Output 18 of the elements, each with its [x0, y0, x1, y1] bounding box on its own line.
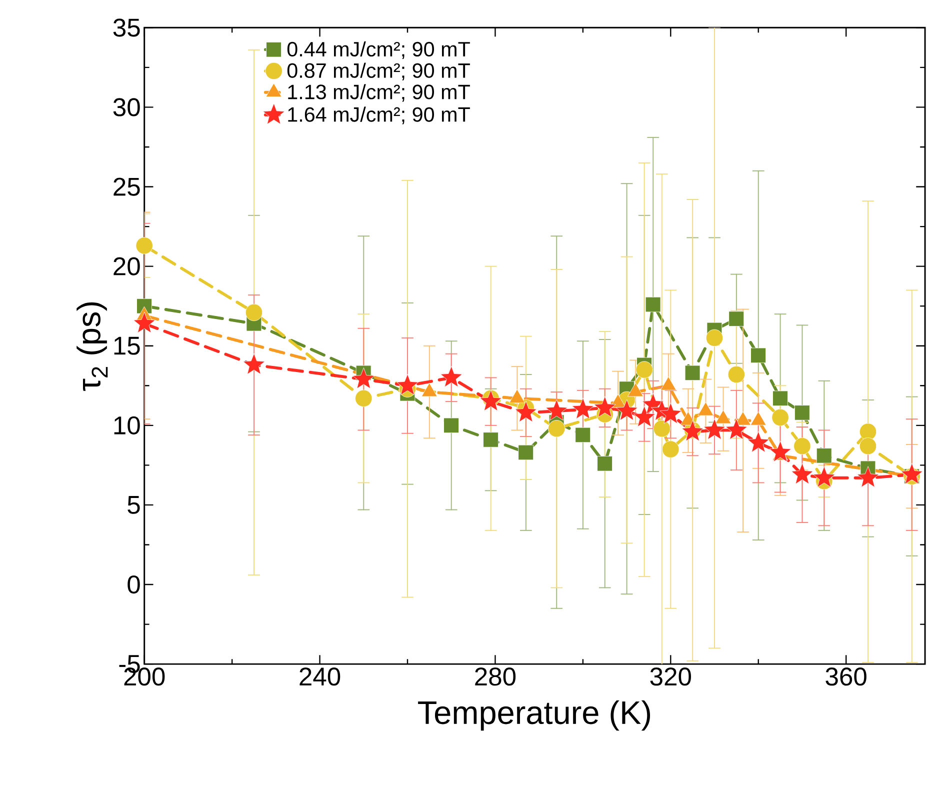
legend-label: 1.13 mJ/cm²; 90 mT [288, 84, 470, 102]
y-tick-label: 5 [128, 496, 140, 514]
legend-label: 0.87 mJ/cm²; 90 mT [287, 62, 470, 81]
y-axis-title: τ$_{2}$ (ps) [76, 302, 108, 392]
legend-label: 1.64 mJ/cm²; 90 mT [288, 106, 470, 125]
y-tick-label: 20 [114, 257, 140, 276]
y-tick-label: 10 [114, 416, 140, 435]
x-axis-title: Temperature (K) [418, 700, 650, 731]
x-tick-label: 240 [300, 668, 340, 686]
legend-label: 0.44 mJ/cm²; 90 mT [287, 42, 470, 60]
y-tick-label: 30 [113, 98, 140, 117]
x-tick-label: 280 [475, 668, 516, 686]
x-tick-label: 360 [826, 668, 866, 686]
x-tick-label: 320 [650, 668, 691, 686]
y-tick-label: 15 [114, 337, 140, 356]
y-tick-label: 25 [114, 178, 140, 196]
y-tick-label: 35 [113, 18, 140, 37]
y-tick-label: 0 [128, 576, 140, 594]
